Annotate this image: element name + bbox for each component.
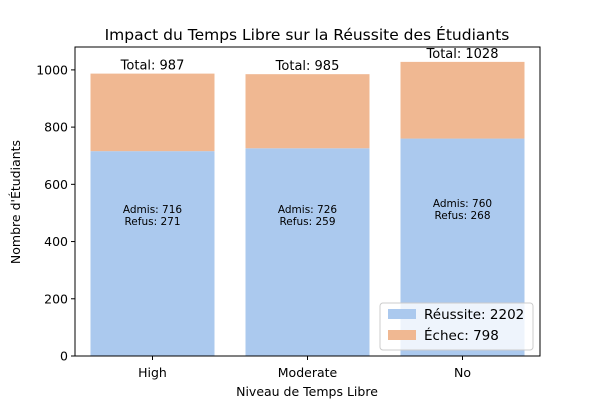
x-axis-label: Niveau de Temps Libre — [236, 384, 378, 399]
total-label: Total: 1028 — [426, 47, 499, 62]
legend: Réussite: 2202 Échec: 798 — [379, 302, 534, 351]
y-tick-label: 1000 — [36, 62, 68, 77]
admis-label: Admis: 716 — [123, 204, 183, 216]
legend-swatch — [388, 309, 416, 319]
x-tick-label: Moderate — [278, 365, 338, 380]
refus-label: Refus: 259 — [279, 216, 335, 228]
admis-label: Admis: 760 — [433, 198, 492, 210]
y-tick-label: 200 — [44, 291, 68, 306]
bar-echec-moderate — [245, 74, 370, 149]
refus-label: Refus: 271 — [124, 216, 180, 228]
bar-reussite-moderate — [245, 148, 370, 356]
chart-title: Impact du Temps Libre sur la Réussite de… — [105, 25, 510, 44]
y-tick-label: 0 — [60, 349, 68, 364]
admis-label: Admis: 726 — [278, 204, 338, 216]
legend-swatch — [388, 330, 416, 340]
legend-label: Échec: 798 — [424, 327, 499, 344]
axes-layer: 0 200 400 600 800 1000 High Moderate No — [36, 46, 541, 380]
bar-reussite-high — [90, 151, 215, 356]
legend-label: Réussite: 2202 — [424, 307, 524, 323]
bar-echec-high — [90, 73, 215, 152]
bar-echec-no — [400, 61, 525, 139]
y-tick-label: 400 — [44, 234, 68, 249]
total-label: Total: 987 — [120, 59, 185, 74]
legend-box — [379, 302, 534, 351]
x-tick-label: No — [454, 365, 471, 380]
y-tick-label: 600 — [44, 177, 68, 192]
refus-label: Refus: 268 — [434, 210, 490, 222]
y-axis-label: Nombre d'Étudiants — [8, 140, 23, 264]
x-tick-label: High — [138, 365, 167, 380]
y-tick-label: 800 — [44, 120, 68, 135]
total-label: Total: 985 — [275, 59, 340, 74]
